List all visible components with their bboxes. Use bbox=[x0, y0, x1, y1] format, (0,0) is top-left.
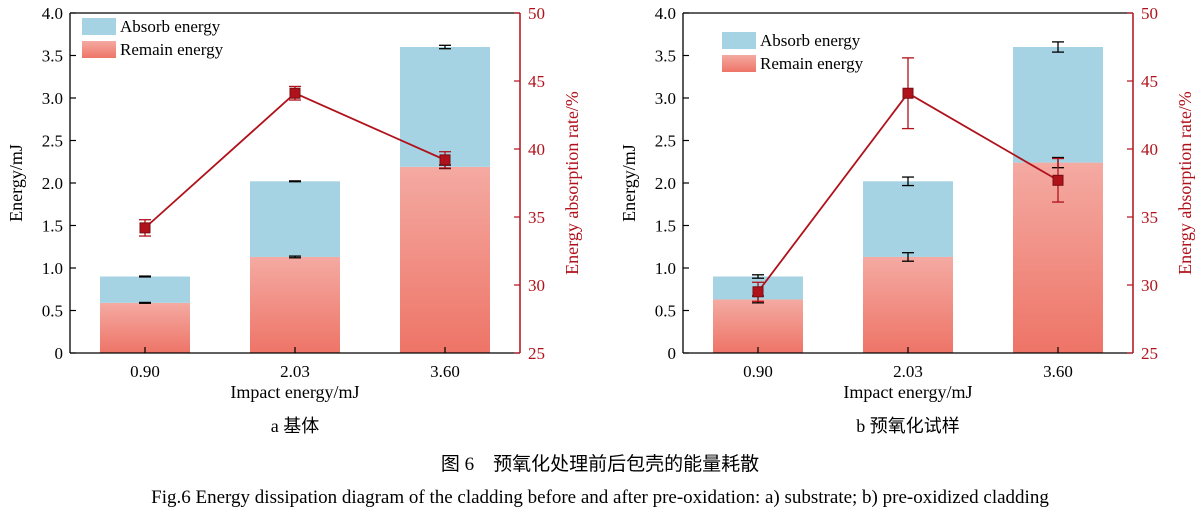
errorbar-absorb-0.90 bbox=[139, 275, 151, 278]
y2-tick-label: 40 bbox=[1141, 140, 1158, 159]
y2-tick-label: 35 bbox=[1141, 208, 1158, 227]
legend: Absorb energy Remain energy bbox=[722, 31, 864, 73]
y-axis-label: Energy/mJ bbox=[6, 144, 26, 222]
y-tick-label: 2.5 bbox=[655, 132, 676, 151]
legend-label-remain: Remain energy bbox=[760, 54, 864, 73]
bar-absorb-3.60 bbox=[400, 47, 490, 167]
rate-point-0.90 bbox=[139, 222, 151, 234]
y-tick-label: 2.0 bbox=[42, 174, 63, 193]
chart-panel-b: 0 0.5 1.0 1.5 2.0 2.5 3.0 3.5 4.0 25 30 35 40 45 50 0.9… bbox=[619, 4, 1195, 436]
errorbar-absorb-3.60 bbox=[1052, 41, 1064, 53]
y-tick-label: 3.5 bbox=[655, 47, 676, 66]
y2-tick-label: 35 bbox=[528, 208, 545, 227]
bar-absorb-0.90 bbox=[100, 276, 190, 303]
x-axis-label: Impact energy/mJ bbox=[843, 382, 972, 402]
rate-point-2.03 bbox=[902, 87, 914, 99]
y2-axis-label: Energy absorption rate/% bbox=[1175, 91, 1195, 275]
y-tick-label: 3.0 bbox=[42, 89, 63, 108]
x-tick-label: 0.90 bbox=[130, 362, 160, 381]
bar-absorb-3.60 bbox=[1013, 47, 1103, 163]
errorbar-remain-0.90 bbox=[139, 301, 151, 304]
y2-tick-label: 25 bbox=[528, 344, 545, 363]
y-axis-label: Energy/mJ bbox=[619, 144, 639, 222]
x-tick-label: 3.60 bbox=[430, 362, 460, 381]
y-tick-label: 2.0 bbox=[655, 174, 676, 193]
y-tick-label: 2.5 bbox=[42, 132, 63, 151]
legend-label-absorb: Absorb energy bbox=[120, 17, 221, 36]
y-tick-label: 0 bbox=[55, 344, 64, 363]
y2-tick-label: 50 bbox=[528, 4, 545, 23]
rate-point-3.60 bbox=[439, 154, 451, 166]
x-tick-label: 2.03 bbox=[280, 362, 310, 381]
y2-tick-label: 45 bbox=[1141, 72, 1158, 91]
y-tick-label: 1.0 bbox=[42, 259, 63, 278]
legend-swatch-absorb bbox=[82, 18, 116, 35]
y-tick-label: 0 bbox=[668, 344, 677, 363]
bar-remain-3.60 bbox=[400, 166, 490, 353]
x-tick-label: 3.60 bbox=[1043, 362, 1073, 381]
bar-remain-2.03 bbox=[250, 256, 340, 353]
y-tick-label: 1.5 bbox=[42, 217, 63, 236]
y2-tick-label: 40 bbox=[528, 140, 545, 159]
rate-point-3.60 bbox=[1052, 174, 1064, 186]
legend-swatch-absorb bbox=[722, 32, 756, 49]
x-axis-label: Impact energy/mJ bbox=[230, 382, 359, 402]
legend-label-remain: Remain energy bbox=[120, 40, 224, 59]
legend-label-absorb: Absorb energy bbox=[760, 31, 861, 50]
bar-remain-0.90 bbox=[713, 299, 803, 353]
y2-tick-label: 45 bbox=[528, 72, 545, 91]
y-tick-label: 1.5 bbox=[655, 217, 676, 236]
subplot-label: a 基体 bbox=[271, 416, 320, 436]
rate-point-0.90 bbox=[752, 286, 764, 298]
bar-absorb-2.03 bbox=[863, 181, 953, 257]
errorbar-absorb-3.60 bbox=[439, 44, 451, 50]
y-tick-label: 0.5 bbox=[655, 302, 676, 321]
legend: Absorb energy Remain energy bbox=[82, 17, 224, 59]
y-tick-label: 0.5 bbox=[42, 302, 63, 321]
chart-panel-a: 0 0.5 1.0 1.5 2.0 2.5 3.0 3.5 4.0 25 30 35 40 45 50 0.9… bbox=[6, 4, 582, 436]
errorbar-absorb-2.03 bbox=[289, 180, 301, 183]
bar-remain-0.90 bbox=[100, 302, 190, 353]
legend-swatch-remain bbox=[722, 55, 756, 72]
subplot-label: b 预氧化试样 bbox=[856, 416, 960, 436]
errorbar-absorb-2.03 bbox=[902, 176, 914, 187]
x-tick-label: 0.90 bbox=[743, 362, 773, 381]
caption-en: Fig.6 Energy dissipation diagram of the … bbox=[151, 487, 1049, 508]
x-tick-label: 2.03 bbox=[893, 362, 923, 381]
y2-axis-label: Energy absorption rate/% bbox=[562, 91, 582, 275]
y2-tick-label: 30 bbox=[528, 276, 545, 295]
y-tick-label: 4.0 bbox=[42, 4, 63, 23]
y-tick-label: 3.0 bbox=[655, 89, 676, 108]
caption-cn: 图 6 预氧化处理前后包壳的能量耗散 bbox=[441, 453, 759, 475]
bar-absorb-2.03 bbox=[250, 181, 340, 257]
y-tick-label: 4.0 bbox=[655, 4, 676, 23]
rate-point-2.03 bbox=[289, 87, 301, 99]
errorbar-absorb-0.90 bbox=[752, 274, 764, 279]
errorbar-remain-2.03 bbox=[902, 252, 914, 262]
bar-remain-2.03 bbox=[863, 256, 953, 353]
y-tick-label: 1.0 bbox=[655, 259, 676, 278]
legend-swatch-remain bbox=[82, 41, 116, 58]
y2-tick-label: 50 bbox=[1141, 4, 1158, 23]
y2-tick-label: 30 bbox=[1141, 276, 1158, 295]
y2-tick-label: 25 bbox=[1141, 344, 1158, 363]
y-tick-label: 3.5 bbox=[42, 47, 63, 66]
errorbar-remain-2.03 bbox=[289, 255, 301, 259]
